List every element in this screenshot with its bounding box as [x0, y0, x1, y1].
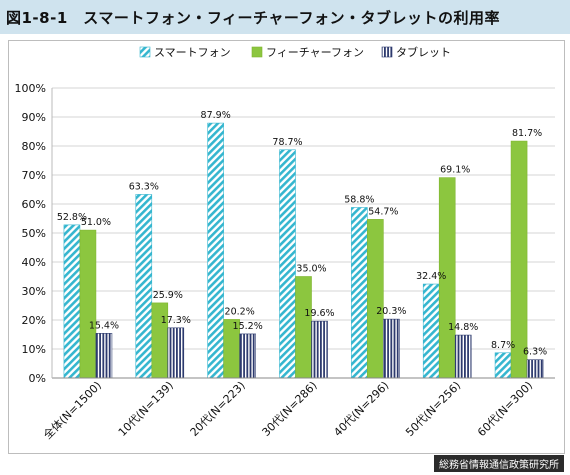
data-label: 54.7%: [368, 206, 398, 217]
data-label: 52.8%: [57, 212, 87, 223]
y-tick-label: 100%: [15, 82, 46, 95]
chart-title: 図1-8-1 スマートフォン・フィーチャーフォン・タブレットの利用率: [6, 9, 500, 27]
data-label: 8.7%: [491, 340, 515, 351]
data-label: 20.3%: [376, 306, 406, 317]
data-label: 51.0%: [81, 217, 111, 228]
y-tick-label: 90%: [22, 111, 46, 124]
bar: [79, 229, 97, 379]
legend-swatch: [381, 46, 393, 58]
x-tick-label: 20代(N=223): [188, 379, 248, 439]
data-label: 87.9%: [201, 110, 231, 121]
data-label: 14.8%: [448, 322, 478, 333]
data-label: 6.3%: [523, 347, 547, 358]
y-tick-label: 10%: [22, 343, 46, 356]
data-label: 81.7%: [512, 128, 542, 139]
data-label: 69.1%: [440, 165, 470, 176]
data-label: 63.3%: [129, 181, 159, 192]
bar: [295, 276, 312, 379]
x-tick-label: 50代(N=256): [403, 379, 463, 439]
bar: [95, 333, 113, 379]
bar: [383, 318, 400, 379]
source-credit: 総務省情報通信政策研究所: [434, 455, 564, 472]
legend: スマートフォン フィーチャーフォン タブレット: [139, 45, 451, 59]
data-label: 58.8%: [344, 194, 374, 205]
x-tick-label: 30代(N=286): [259, 379, 319, 439]
data-label: 78.7%: [272, 137, 302, 148]
x-tick-label: 60代(N=300): [475, 379, 535, 439]
labels-layer: 52.8%51.0% 15.4% 63.3% 25.9% 17.3% 87.9% 20.2%…: [57, 110, 547, 358]
bar: [351, 207, 368, 379]
bars-layer: [63, 122, 544, 379]
y-tick-label: 60%: [22, 198, 46, 211]
data-label: 19.6%: [304, 308, 334, 319]
data-label: 17.3%: [161, 315, 191, 326]
legend-swatch: [251, 46, 263, 58]
data-label: 15.4%: [89, 320, 119, 331]
data-label: 15.2%: [233, 321, 263, 332]
bar: [135, 194, 153, 379]
data-label: 32.4%: [416, 271, 446, 282]
bar: [239, 333, 256, 379]
bar: [367, 219, 384, 379]
bar: [311, 320, 328, 379]
y-tick-label: 70%: [22, 169, 46, 182]
x-tick-label: 10代(N=139): [116, 379, 176, 439]
data-label: 35.0%: [296, 264, 326, 275]
y-tick-label: 80%: [22, 140, 46, 153]
bar: [279, 149, 296, 379]
legend-label: フィーチャーフォン: [266, 46, 364, 59]
bar: [454, 334, 472, 379]
data-label: 20.2%: [225, 306, 255, 317]
x-tick-label: 全体(N=1500): [40, 378, 104, 442]
bar: [422, 283, 440, 379]
y-tick-label: 30%: [22, 285, 46, 298]
bar: [63, 224, 81, 379]
y-tick-label: 20%: [22, 314, 46, 327]
legend-label: スマートフォン: [154, 46, 231, 59]
legend-label: タブレット: [396, 45, 451, 59]
bar: [526, 359, 544, 379]
x-tick-label: 40代(N=296): [331, 379, 391, 439]
bar: [167, 327, 185, 379]
y-tick-label: 0%: [29, 372, 46, 385]
legend-swatch: [139, 46, 151, 58]
bar: [207, 122, 224, 379]
data-label: 25.9%: [153, 290, 183, 301]
y-tick-label: 40%: [22, 256, 46, 269]
title-bar: [0, 0, 570, 34]
bar: [494, 352, 512, 379]
y-tick-label: 50%: [22, 227, 46, 240]
